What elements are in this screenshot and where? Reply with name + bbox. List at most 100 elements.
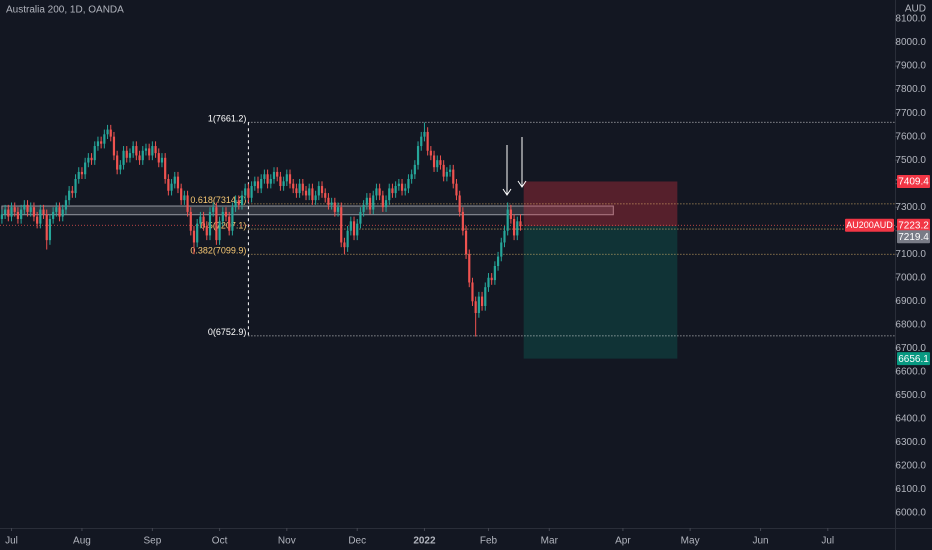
arrow-head (502, 188, 512, 196)
candle-body (484, 287, 487, 306)
candle-body (423, 131, 426, 137)
candle-body (445, 171, 448, 177)
candle-body (493, 265, 496, 281)
candle-body (20, 209, 23, 219)
candle-body (394, 186, 397, 194)
candle-body (39, 209, 42, 224)
candle-body (84, 162, 87, 175)
candle-body (253, 181, 256, 187)
candle-body (256, 181, 260, 189)
candle-body (32, 207, 36, 217)
candle-body (442, 164, 445, 177)
entry-tag-bg (897, 230, 930, 244)
candle-body (308, 188, 311, 196)
candle-body (333, 202, 336, 212)
candle-body (340, 207, 343, 243)
candle-body (237, 200, 240, 205)
candle-body (119, 164, 122, 170)
candle-body (458, 195, 461, 212)
candle-body (103, 134, 106, 144)
y-tick-label: 6300.0 (895, 437, 926, 448)
candle-body (10, 207, 13, 217)
target-tag-bg (897, 352, 930, 366)
candle-body (384, 200, 388, 208)
candle-body (410, 174, 413, 179)
candle-body (244, 188, 247, 196)
candle-body (29, 207, 32, 212)
y-tick-label: 8000.0 (895, 37, 926, 48)
candle-body (375, 188, 378, 196)
candle-body (365, 197, 368, 205)
y-tick-label: 7600.0 (895, 131, 926, 142)
candle-body (509, 209, 512, 219)
x-tick-label: Dec (348, 536, 366, 547)
candle-body (192, 230, 196, 243)
candle-body (71, 190, 74, 194)
candle-body (516, 221, 519, 236)
x-tick-label: Jul (5, 536, 18, 547)
last-price-tag-bg (897, 218, 930, 232)
symbol-tag-bg (845, 218, 894, 232)
candle-body (135, 146, 138, 156)
candle-body (295, 188, 298, 194)
x-tick-label: Jun (752, 536, 768, 547)
candle-body (359, 211, 362, 224)
candle-body (420, 136, 423, 147)
candle-body (231, 207, 234, 231)
y-tick-label: 7300.0 (895, 202, 926, 213)
candle-body (477, 296, 480, 314)
x-tick-label: Sep (143, 536, 161, 547)
candle-body (164, 157, 167, 179)
x-tick-label: Feb (480, 536, 498, 547)
arrow-head (517, 180, 527, 188)
candle-body (87, 157, 90, 163)
candle-body (183, 195, 186, 201)
candle-body (80, 171, 84, 175)
y-tick-label: 7700.0 (895, 108, 926, 119)
y-tick-label: 6600.0 (895, 366, 926, 377)
y-tick-label: 6400.0 (895, 414, 926, 425)
candle-body (176, 176, 180, 189)
x-tick-label: Aug (73, 536, 91, 547)
candle-body (413, 164, 416, 175)
candle-body (64, 200, 68, 210)
candle-body (263, 174, 266, 179)
candle-body (218, 221, 221, 241)
entry-tag: 7219.4 (898, 232, 929, 243)
candle-body (208, 211, 212, 236)
candle-body (125, 150, 128, 158)
candle-body (311, 188, 314, 201)
candle-body (106, 129, 109, 135)
candle-body (7, 209, 10, 217)
candle-body (196, 223, 199, 243)
candle-body (240, 195, 244, 205)
candle-body (404, 188, 407, 191)
candle-body (480, 296, 484, 306)
candle-body (429, 150, 432, 156)
candle-body (180, 188, 183, 201)
candle-body (439, 160, 442, 165)
candle-body (48, 218, 52, 241)
candle-body (45, 214, 48, 241)
candle-body (506, 209, 509, 231)
candle-body (378, 188, 381, 196)
candle-body (144, 148, 148, 151)
candle-body (4, 209, 7, 215)
candle-body (52, 211, 55, 219)
candle-body (228, 216, 231, 231)
y-tick-label: 7100.0 (895, 249, 926, 260)
candle-body (170, 183, 173, 191)
candle-body (167, 178, 170, 191)
candle-body (388, 188, 391, 201)
candle-body (132, 146, 135, 154)
candle-body (314, 195, 317, 201)
candle-body (490, 277, 493, 281)
candle-body (148, 148, 151, 156)
candle-body (0, 214, 4, 219)
y-tick-label: 7000.0 (895, 272, 926, 283)
candle-body (352, 221, 356, 236)
fib-label: 0(6752.9) (208, 327, 247, 337)
candle-body (276, 171, 279, 177)
y-tick-label: 6800.0 (895, 319, 926, 330)
candle-body (362, 204, 365, 212)
